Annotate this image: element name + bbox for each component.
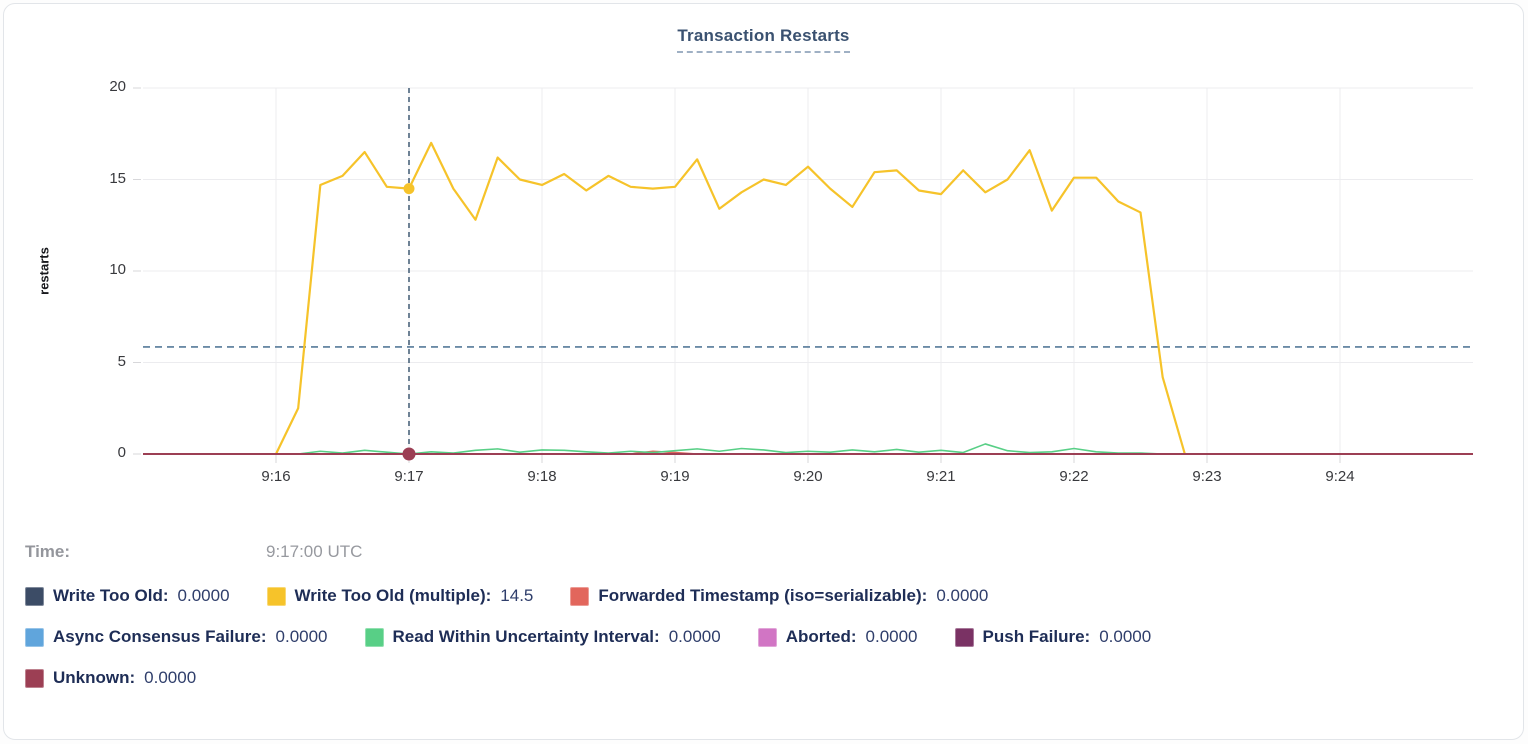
legend-item: Forwarded Timestamp (iso=serializable): 0… — [570, 586, 988, 606]
y-axis-label: restarts — [36, 247, 52, 295]
chart-canvas[interactable] — [133, 87, 1484, 470]
legend-value: 0.0000 — [1099, 627, 1152, 646]
y-tick-label: 5 — [117, 352, 126, 370]
legend-row: Async Consensus Failure: 0.0000 Read Withi… — [25, 627, 1505, 647]
metric-chart-card: Transaction Restarts restarts Time: 9:17… — [3, 3, 1524, 740]
legend: Write Too Old: 0.0000 Write Too Old (multi… — [25, 586, 1505, 709]
legend-label: Aborted: — [785, 627, 857, 646]
series-line-write-too-old-multiple- — [275, 141, 1186, 455]
x-tick-label: 9:22 — [1059, 468, 1089, 485]
legend-swatch — [266, 586, 286, 606]
y-tick-label: 10 — [109, 261, 126, 278]
legend-value: 0.0000 — [177, 586, 230, 605]
legend-label: Forwarded Timestamp (iso=serializable): — [598, 586, 928, 605]
legend-swatch — [25, 627, 44, 647]
chart-area: Transaction Restarts restarts Time: 9:17… — [4, 4, 1523, 739]
legend-item: Unknown: 0.0000 — [25, 668, 196, 688]
legend-label: Write Too Old: — [53, 586, 169, 605]
hover-time-row: Time: 9:17:00 UTC — [25, 542, 1505, 562]
y-tick-label: 0 — [117, 444, 126, 461]
x-tick-label: 9:17 — [394, 468, 424, 485]
hover-dot — [403, 183, 415, 195]
legend-item: Write Too Old: 0.0000 — [25, 586, 230, 606]
legend-item: Write Too Old (multiple): 14.5 — [266, 586, 534, 606]
legend-swatch — [25, 668, 44, 688]
x-tick-label: 9:18 — [527, 468, 557, 485]
legend-swatch — [570, 586, 590, 606]
y-tick-label: 20 — [109, 78, 126, 95]
legend-item: Read Within Uncertainty Interval: 0.0000 — [364, 627, 721, 647]
legend-value: 0.0000 — [936, 586, 989, 605]
x-tick-label: 9:23 — [1192, 468, 1222, 485]
legend-label: Push Failure: — [982, 627, 1091, 646]
legend-label: Async Consensus Failure: — [53, 627, 267, 646]
legend-item: Async Consensus Failure: 0.0000 — [25, 627, 328, 647]
x-tick-label: 9:16 — [261, 468, 291, 485]
hover-dot — [402, 447, 416, 461]
chart-title[interactable]: Transaction Restarts — [677, 26, 850, 53]
legend-value: 0.0000 — [275, 627, 328, 646]
x-tick-label: 9:24 — [1325, 468, 1355, 485]
legend-swatch — [954, 627, 974, 647]
chart-title-wrap: Transaction Restarts — [4, 26, 1523, 53]
legend-label: Unknown: — [53, 668, 136, 687]
y-tick-label: 15 — [109, 169, 126, 187]
legend-value: 0.0000 — [668, 627, 721, 646]
legend-value: 0.0000 — [144, 668, 197, 687]
hover-time-label: Time: — [25, 542, 71, 561]
legend-row: Write Too Old: 0.0000 Write Too Old (multi… — [25, 586, 1505, 606]
legend-item: Push Failure: 0.0000 — [954, 627, 1152, 647]
legend-row: Unknown: 0.0000 — [25, 668, 1505, 688]
hover-time-value: 9:17:00 UTC — [266, 542, 363, 561]
legend-item: Aborted: 0.0000 — [757, 627, 918, 647]
legend-swatch — [364, 627, 384, 647]
legend-swatch — [25, 586, 44, 606]
x-tick-label: 9:20 — [793, 468, 823, 485]
x-tick-label: 9:21 — [926, 468, 956, 485]
series-line-read-within-uncertainty-interval — [276, 443, 1185, 455]
legend-value: 0.0000 — [865, 627, 918, 646]
legend-swatch — [757, 627, 777, 647]
legend-label: Write Too Old (multiple): — [294, 586, 492, 605]
legend-value: 14.5 — [500, 586, 534, 605]
x-tick-label: 9:19 — [660, 468, 690, 485]
legend-label: Read Within Uncertainty Interval: — [392, 627, 660, 646]
